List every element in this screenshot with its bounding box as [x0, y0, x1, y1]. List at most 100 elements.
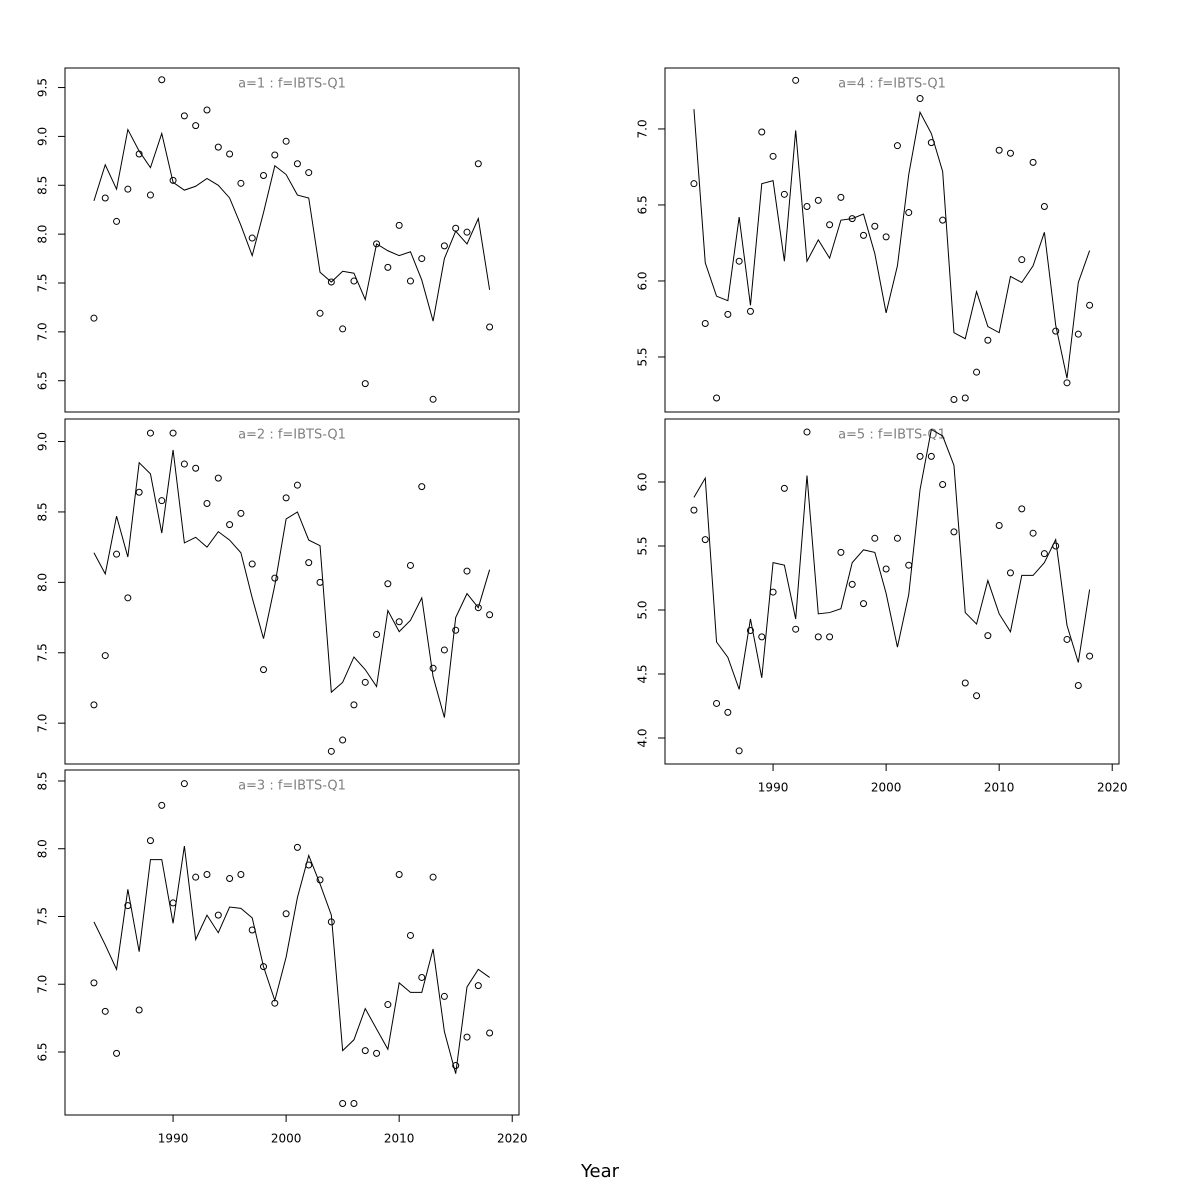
observed-point: [90, 314, 98, 322]
observed-point: [101, 652, 109, 660]
observed-point: [871, 222, 879, 230]
observed-point: [271, 151, 279, 159]
observed-point: [260, 666, 268, 674]
observed-point: [203, 499, 211, 507]
y-tick-label: 4.0: [636, 728, 650, 747]
observed-point: [260, 963, 268, 971]
observed-point: [271, 999, 279, 1007]
x-tick-label: 1990: [758, 781, 789, 795]
observed-point: [950, 396, 958, 404]
observed-point: [440, 646, 448, 654]
y-tick-label: 5.5: [636, 536, 650, 555]
observed-point: [803, 428, 811, 436]
observed-point: [226, 875, 234, 883]
observed-point: [169, 176, 177, 184]
observed-point: [1074, 330, 1082, 338]
observed-point: [927, 452, 935, 460]
observed-point: [361, 1047, 369, 1055]
observed-point: [180, 460, 188, 468]
observed-point: [226, 521, 234, 529]
plot-frame: [64, 418, 520, 765]
observed-point: [214, 911, 222, 919]
observed-point: [1063, 635, 1071, 643]
observed-point: [271, 574, 279, 582]
y-tick-label: 7.0: [636, 119, 650, 138]
y-tick-label: 9.5: [36, 78, 50, 97]
fit-line: [93, 845, 490, 1074]
observed-point: [724, 708, 732, 716]
observed-point: [406, 277, 414, 285]
plot-frame: [64, 67, 520, 413]
y-tick-label: 4.5: [636, 664, 650, 683]
observed-point: [814, 196, 822, 204]
observed-point: [961, 394, 969, 402]
observed-point: [361, 678, 369, 686]
observed-point: [882, 233, 890, 241]
observed-point: [350, 701, 358, 709]
observed-point: [158, 801, 166, 809]
observed-point: [293, 481, 301, 489]
observed-point: [973, 692, 981, 700]
observed-point: [939, 481, 947, 489]
observed-point: [305, 861, 313, 869]
observed-point: [1052, 542, 1060, 550]
observed-point: [180, 112, 188, 120]
observed-point: [339, 1099, 347, 1107]
observed-point: [192, 122, 200, 130]
observed-point: [90, 701, 98, 709]
observed-point: [350, 277, 358, 285]
observed-point: [135, 488, 143, 496]
observed-point: [690, 180, 698, 188]
x-tick-label: 2010: [984, 781, 1015, 795]
panel-title: a=2 : f=IBTS-Q1: [238, 428, 346, 443]
observed-point: [373, 1049, 381, 1057]
observed-point: [995, 146, 1003, 154]
x-axis-label: Year: [580, 1161, 620, 1182]
observed-point: [192, 464, 200, 472]
observed-point: [486, 611, 494, 619]
observed-point: [1086, 301, 1094, 309]
observed-point: [203, 106, 211, 114]
observed-point: [1006, 569, 1014, 577]
y-tick-label: 6.5: [636, 195, 650, 214]
y-tick-label: 8.0: [36, 839, 50, 858]
observed-point: [327, 278, 335, 286]
observed-point: [101, 194, 109, 202]
observed-point: [429, 664, 437, 672]
observed-point: [893, 534, 901, 542]
observed-point: [746, 307, 754, 315]
observed-point: [474, 982, 482, 990]
observed-point: [124, 594, 132, 602]
y-tick-label: 7.5: [36, 273, 50, 292]
observed-point: [927, 139, 935, 147]
observed-point: [282, 137, 290, 145]
observed-point: [124, 902, 132, 910]
observed-point: [452, 224, 460, 232]
observed-point: [135, 1006, 143, 1014]
observed-point: [237, 870, 245, 878]
observed-point: [316, 309, 324, 317]
y-tick-label: 7.5: [36, 907, 50, 926]
observed-point: [905, 209, 913, 217]
observed-point: [226, 150, 234, 158]
observed-point: [871, 534, 879, 542]
observed-point: [192, 873, 200, 881]
observed-point: [248, 234, 256, 242]
y-tick-label: 7.0: [36, 975, 50, 994]
observed-point: [395, 221, 403, 229]
y-tick-label: 6.0: [636, 472, 650, 491]
observed-point: [248, 926, 256, 934]
observed-point: [293, 843, 301, 851]
observed-point: [860, 600, 868, 608]
observed-point: [780, 190, 788, 198]
observed-point: [248, 560, 256, 568]
observed-point: [214, 143, 222, 151]
observed-point: [169, 899, 177, 907]
observed-point: [1040, 550, 1048, 558]
observed-point: [237, 179, 245, 187]
observed-point: [724, 310, 732, 318]
observed-point: [418, 483, 426, 491]
x-tick-label: 1990: [158, 1132, 189, 1146]
observed-point: [113, 217, 121, 225]
y-tick-label: 9.0: [36, 127, 50, 146]
